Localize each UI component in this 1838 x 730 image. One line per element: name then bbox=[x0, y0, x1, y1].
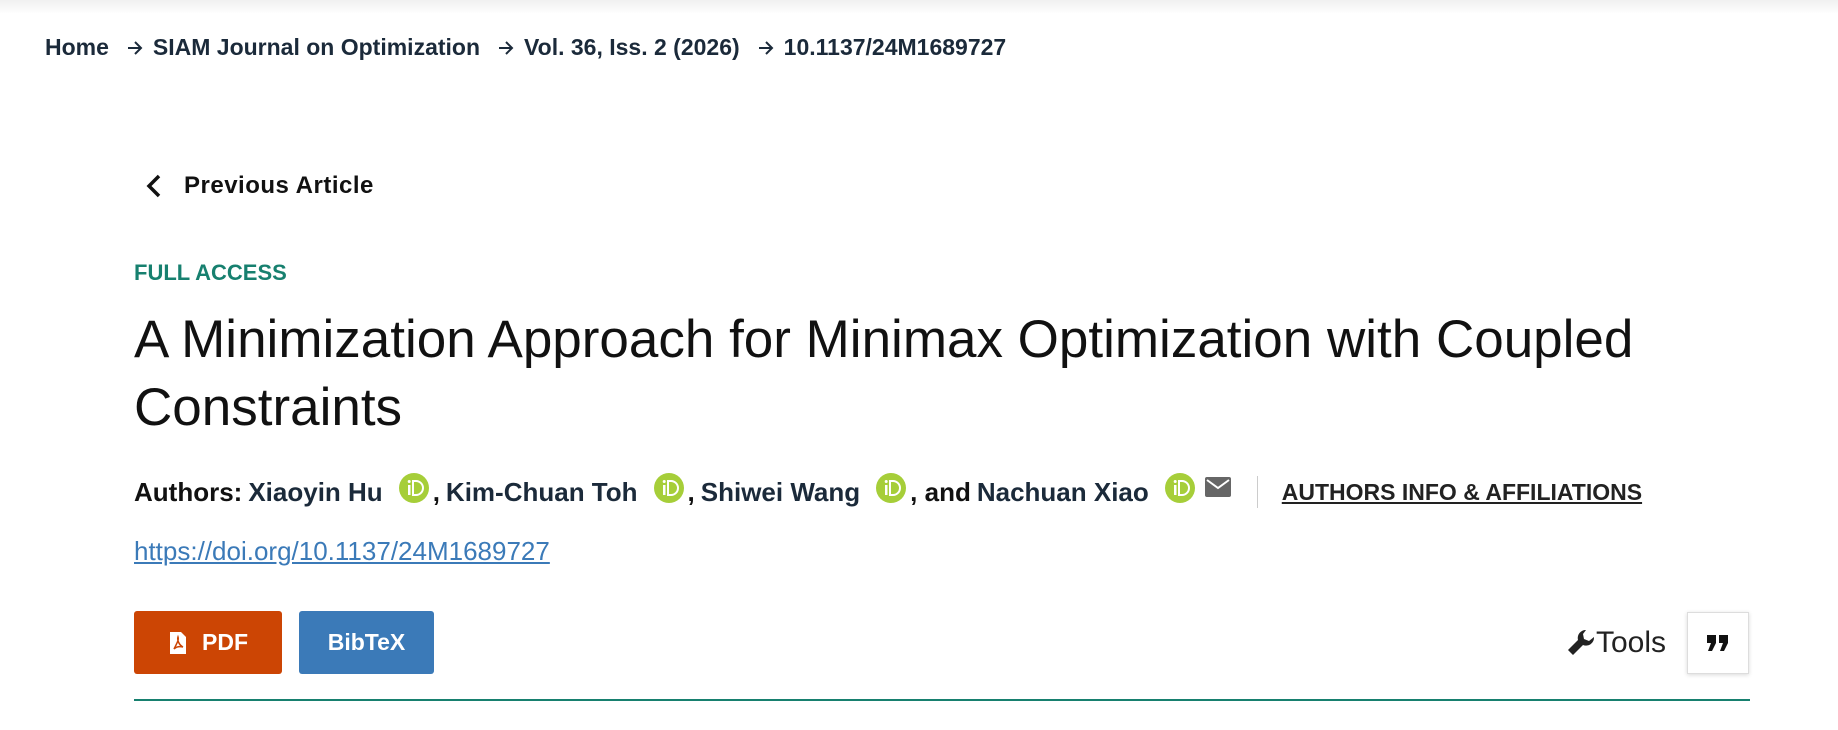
orcid-icon bbox=[876, 473, 907, 503]
divider bbox=[134, 699, 1750, 701]
authors-label: Authors: bbox=[134, 476, 243, 507]
pdf-label: PDF bbox=[202, 629, 248, 655]
quote-icon bbox=[1707, 635, 1728, 651]
article-title: A Minimization Approach for Minimax Opti… bbox=[134, 310, 1634, 437]
bibtex-label: BibTeX bbox=[327, 629, 406, 655]
author-name[interactable]: Xiaoyin Hu bbox=[248, 476, 383, 507]
cite-button[interactable] bbox=[1687, 612, 1749, 674]
breadcrumb-link[interactable]: Home bbox=[45, 34, 109, 60]
doi-link[interactable]: https://doi.org/10.1137/24M1689727 bbox=[134, 536, 550, 566]
orcid-icon bbox=[398, 473, 429, 503]
breadcrumb-link[interactable]: 10.1137/24M1689727 bbox=[783, 34, 1007, 60]
author-name[interactable]: Nachuan Xiao bbox=[976, 476, 1149, 507]
arrow-icon bbox=[758, 40, 774, 55]
breadcrumb-link[interactable]: Vol. 36, Iss. 2 (2026) bbox=[524, 34, 740, 60]
chevron-left-icon bbox=[146, 174, 161, 198]
orcid-icon bbox=[653, 473, 684, 503]
author-joiner: , bbox=[432, 476, 440, 507]
author-joiner: , bbox=[687, 476, 695, 507]
previous-article-label: Previous Article bbox=[184, 172, 374, 199]
email-icon bbox=[1204, 477, 1231, 497]
previous-article[interactable]: Previous Article bbox=[146, 172, 374, 200]
arrow-icon bbox=[127, 40, 143, 55]
breadcrumb: Home SIAM Journal on Optimization Vol. 36,… bbox=[45, 34, 1006, 61]
bibtex-button[interactable]: BibTeX bbox=[299, 611, 434, 674]
pdf-icon bbox=[170, 631, 186, 654]
access-label: FULL ACCESS bbox=[134, 260, 287, 285]
author-name[interactable]: Shiwei Wang bbox=[700, 476, 861, 507]
orcid-icon bbox=[1164, 473, 1195, 503]
tools-label: Tools bbox=[1596, 626, 1667, 659]
tools-menu[interactable]: Tools bbox=[1566, 626, 1666, 660]
authors-info-link[interactable]: AUTHORS INFO & AFFILIATIONS bbox=[1281, 478, 1643, 505]
author-joiner: , and bbox=[910, 476, 971, 507]
author-name[interactable]: Kim-Chuan Toh bbox=[445, 476, 638, 507]
separator bbox=[1256, 476, 1258, 508]
header-shadow bbox=[0, 0, 1838, 14]
breadcrumb-link[interactable]: SIAM Journal on Optimization bbox=[152, 34, 481, 60]
authors: Authors: Xiaoyin Hu, Kim-Chuan Toh, Shiwei… bbox=[134, 473, 1643, 508]
arrow-icon bbox=[499, 40, 514, 55]
pdf-button[interactable]: PDF bbox=[134, 611, 282, 674]
wrench-icon bbox=[1568, 629, 1595, 655]
